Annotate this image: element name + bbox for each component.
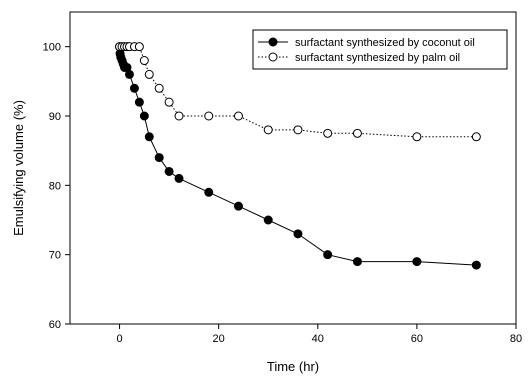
legend: surfactant synthesized by coconut oil su… <box>252 29 508 70</box>
y-tick-label: 90 <box>49 111 61 123</box>
data-point-coconut <box>144 132 154 142</box>
data-point-coconut <box>293 229 303 239</box>
data-point-palm <box>263 125 273 135</box>
x-tick-label: 80 <box>510 333 522 345</box>
data-point-palm <box>233 111 243 121</box>
data-point-palm <box>144 69 154 79</box>
legend-label-palm: surfactant synthesized by palm oil <box>295 52 460 64</box>
data-point-coconut <box>139 111 149 121</box>
data-point-coconut <box>233 201 243 211</box>
series-layer <box>115 42 481 270</box>
data-point-palm <box>412 132 422 142</box>
data-point-coconut <box>471 260 481 270</box>
x-tick-label: 20 <box>213 333 225 345</box>
plot-frame <box>69 11 517 325</box>
data-point-coconut <box>129 83 139 93</box>
data-point-coconut <box>352 257 362 267</box>
x-tick-label: 60 <box>411 333 423 345</box>
axis-ticks: 0 20 40 60 80 60 70 80 90 100 <box>43 42 522 345</box>
x-axis-title: Time (hr) <box>267 359 319 374</box>
data-point-coconut <box>174 173 184 183</box>
data-point-coconut <box>124 69 134 79</box>
data-point-palm <box>471 132 481 142</box>
x-tick-label: 40 <box>312 333 324 345</box>
data-point-palm <box>352 128 362 138</box>
data-point-coconut <box>154 153 164 163</box>
data-point-coconut <box>323 250 333 260</box>
y-tick-label: 80 <box>49 180 61 192</box>
data-point-palm <box>134 42 144 52</box>
data-point-palm <box>293 125 303 135</box>
x-tick-label: 0 <box>116 333 122 345</box>
legend-marker-coconut <box>268 37 278 47</box>
data-point-palm <box>323 128 333 138</box>
data-point-palm <box>204 111 214 121</box>
data-point-palm <box>154 83 164 93</box>
y-tick-label: 70 <box>49 250 61 262</box>
y-tick-label: 60 <box>49 319 61 331</box>
data-point-coconut <box>412 257 422 267</box>
y-tick-label: 100 <box>43 42 61 54</box>
legend-box <box>252 29 508 70</box>
legend-label-coconut: surfactant synthesized by coconut oil <box>295 37 475 49</box>
data-point-coconut <box>263 215 273 225</box>
legend-marker-palm <box>268 52 278 62</box>
y-axis-title: Emulsifying volume (%) <box>11 100 26 236</box>
data-point-coconut <box>204 187 214 197</box>
data-point-coconut <box>134 97 144 107</box>
data-point-palm <box>139 56 149 66</box>
data-point-palm <box>174 111 184 121</box>
data-point-palm <box>164 97 174 107</box>
data-point-coconut <box>164 166 174 176</box>
